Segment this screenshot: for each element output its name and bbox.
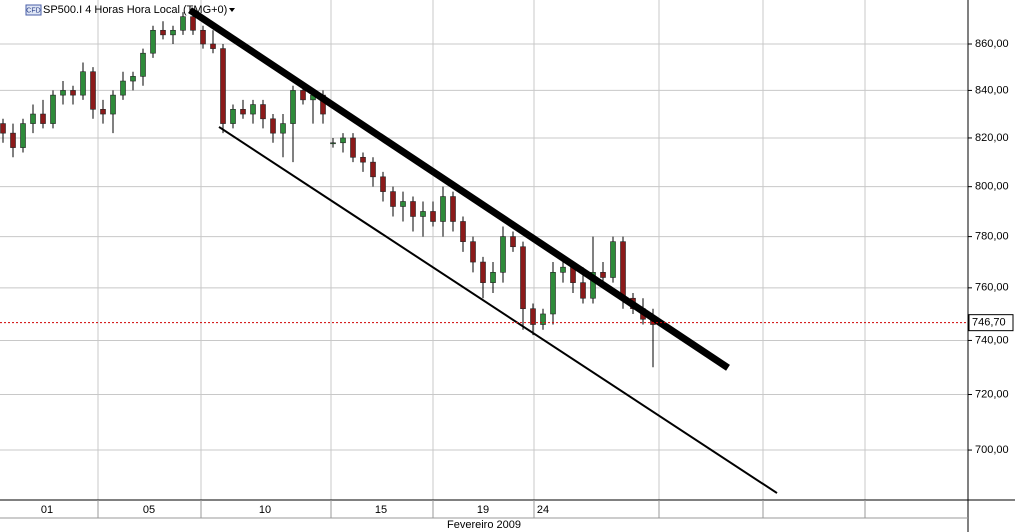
candle-body	[110, 94, 116, 115]
candle-body	[420, 211, 426, 217]
candle-body	[470, 241, 476, 263]
candle-body	[90, 71, 96, 110]
grid	[0, 0, 968, 500]
trend-line	[218, 126, 778, 494]
candle-body	[170, 29, 176, 36]
candle-body	[290, 90, 296, 124]
candle-body	[220, 48, 226, 124]
candle-body	[350, 137, 356, 158]
candle-body	[600, 272, 606, 278]
last-price-box	[968, 314, 1014, 332]
candle-body	[520, 246, 526, 310]
candle-body	[50, 94, 56, 124]
x-tick-label: 01	[41, 504, 53, 516]
candle-body	[60, 90, 66, 96]
candle-body	[200, 29, 206, 45]
candle-body	[580, 282, 586, 299]
candle-body	[610, 241, 616, 278]
candle-body	[360, 156, 366, 163]
candle-body	[180, 16, 186, 31]
candle-body	[260, 104, 266, 120]
candle-body	[280, 123, 286, 134]
candle-body	[590, 272, 596, 299]
trend-line	[188, 7, 730, 371]
y-tick-label: 760,00	[975, 282, 1009, 294]
y-tick-label: 700,00	[975, 444, 1009, 456]
candle-body	[240, 108, 246, 115]
candle-body	[390, 191, 396, 207]
candle-body	[30, 113, 36, 124]
candle-body	[20, 123, 26, 148]
candle-body	[540, 313, 546, 325]
x-tick-label: 05	[143, 504, 155, 516]
candle-body	[0, 123, 6, 134]
candle-body	[550, 272, 556, 315]
candle-body	[250, 104, 256, 115]
candle-body	[620, 241, 626, 299]
last-price-label: 746,70	[972, 317, 1006, 329]
candle-body	[460, 221, 466, 242]
candle-body	[500, 236, 506, 273]
candle-body	[300, 90, 306, 101]
y-tick-label: 820,00	[975, 132, 1009, 144]
candle-body	[510, 236, 516, 248]
candle-body	[230, 108, 236, 124]
y-tick-label: 780,00	[975, 231, 1009, 243]
candle-body	[400, 201, 406, 207]
candle-body	[370, 161, 376, 178]
candle-body	[100, 108, 106, 115]
y-tick-label: 740,00	[975, 334, 1009, 346]
candle-body	[210, 43, 216, 49]
candle-body	[440, 196, 446, 222]
candle-body	[530, 308, 536, 325]
candle-body	[480, 261, 486, 283]
candle-body	[330, 142, 336, 145]
candle-body	[40, 113, 46, 124]
dropdown-arrow[interactable]	[229, 8, 235, 12]
icon: CFD	[26, 7, 40, 14]
plot	[0, 7, 778, 494]
chart-title: SP500.I 4 Horas Hora Local (TMG+0)	[43, 4, 227, 16]
candle-body	[430, 211, 436, 222]
candle-body	[130, 76, 136, 82]
candle-body	[80, 71, 86, 96]
candle-body	[190, 16, 196, 31]
candle-body	[70, 90, 76, 96]
icon-box	[25, 4, 42, 16]
candle-body	[150, 29, 156, 54]
x-axis-label: Fevereiro 2009	[447, 519, 521, 531]
x-tick-label: 24	[537, 504, 549, 516]
y-tick-label: 860,00	[975, 38, 1009, 50]
x-tick-label: 19	[477, 504, 489, 516]
y-tick-label: 840,00	[975, 84, 1009, 96]
candle-body	[410, 201, 416, 217]
y-tick-label: 800,00	[975, 181, 1009, 193]
candle-body	[490, 272, 496, 283]
candle-body	[380, 176, 386, 192]
x-tick-label: 15	[375, 504, 387, 516]
candle-body	[560, 266, 566, 273]
x-tick-label: 10	[259, 504, 271, 516]
candle-body	[10, 132, 16, 148]
candle-body	[120, 80, 126, 96]
candle-body	[270, 118, 276, 134]
candle-body	[160, 29, 166, 36]
y-tick-label: 720,00	[975, 388, 1009, 400]
candle-body	[450, 196, 456, 222]
candle-body	[140, 52, 146, 77]
candle-body	[340, 137, 346, 144]
